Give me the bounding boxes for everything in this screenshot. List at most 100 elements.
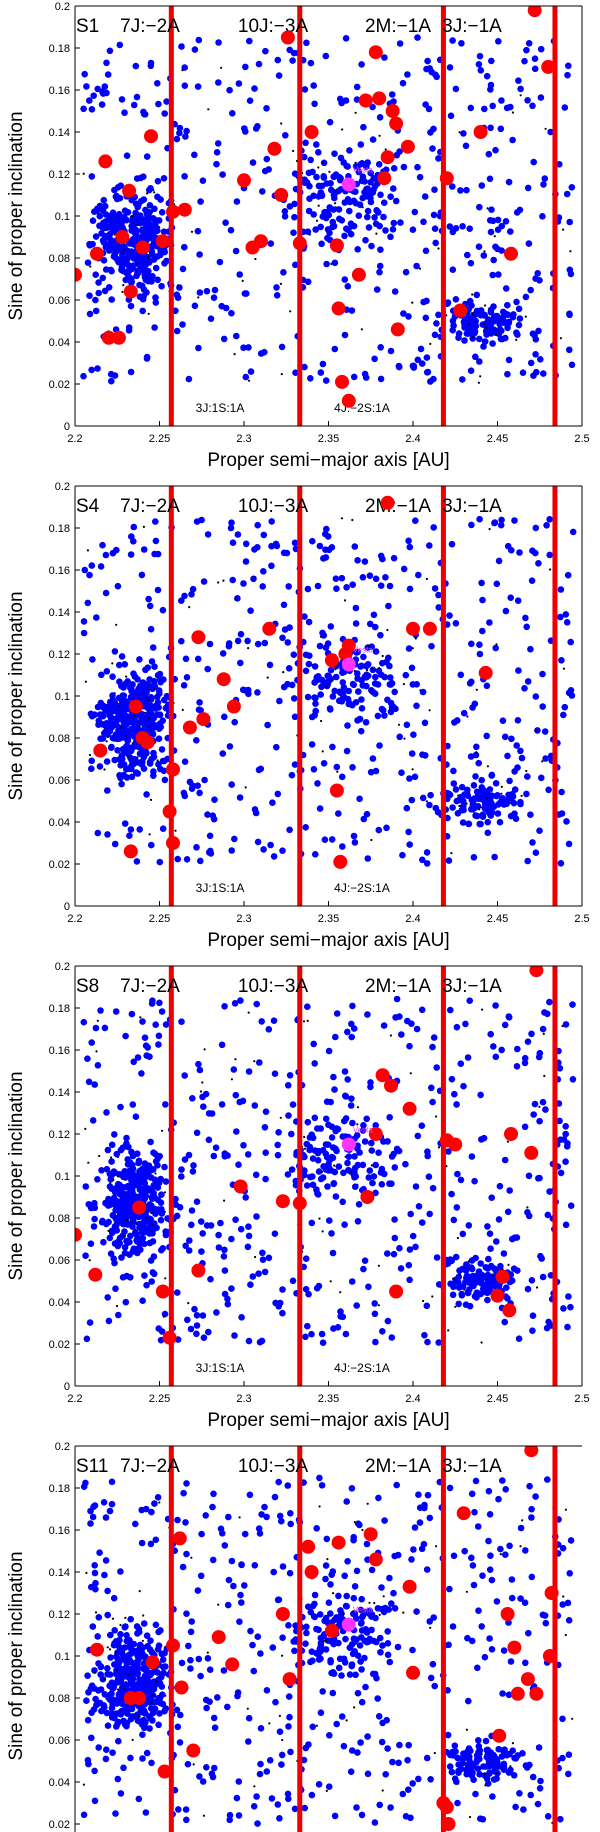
background-point: [156, 999, 163, 1007]
background-point: [556, 1117, 563, 1125]
background-point: [358, 1698, 366, 1706]
background-point: [322, 1646, 330, 1653]
background-point: [338, 574, 346, 582]
background-point: [462, 1020, 469, 1028]
background-point: [369, 755, 377, 762]
family-point: [275, 1607, 290, 1621]
background-point: [355, 1201, 363, 1208]
background-point: [358, 1634, 365, 1641]
background-point: [368, 1626, 375, 1634]
background-point: [565, 689, 573, 697]
background-point: [348, 1662, 356, 1670]
background-point: [159, 1656, 167, 1663]
family-point: [360, 1190, 375, 1204]
background-point: [145, 1684, 152, 1692]
background-point: [86, 292, 93, 300]
background-point: [118, 1700, 126, 1707]
background-point: [320, 760, 328, 767]
background-point: [285, 583, 293, 590]
background-point: [335, 1664, 343, 1672]
background-point-small: [163, 1191, 167, 1194]
family-point: [495, 1269, 510, 1284]
background-point: [317, 1125, 325, 1132]
background-point: [568, 184, 576, 191]
family-point: [262, 621, 277, 636]
background-point: [281, 208, 289, 215]
background-point: [152, 299, 160, 306]
background-point: [219, 750, 227, 757]
background-point: [118, 653, 126, 660]
background-point: [408, 1556, 415, 1563]
background-point: [397, 1265, 405, 1272]
background-point: [353, 1132, 361, 1139]
background-point: [452, 85, 460, 93]
background-point-small: [378, 1613, 381, 1616]
background-point-small: [485, 326, 488, 329]
background-point: [487, 1552, 494, 1559]
background-point: [343, 584, 350, 591]
background-point: [120, 1764, 127, 1772]
background-point-small: [342, 1612, 345, 1615]
background-point: [499, 717, 507, 724]
background-point: [141, 274, 149, 281]
background-point: [453, 1101, 460, 1108]
background-point: [145, 257, 153, 264]
background-point: [405, 1741, 413, 1749]
background-point: [363, 163, 370, 170]
background-point: [121, 1194, 129, 1201]
background-point: [301, 1171, 308, 1179]
background-point: [346, 147, 353, 154]
background-point: [354, 1749, 361, 1756]
background-point: [136, 281, 143, 289]
background-point: [123, 1722, 130, 1730]
background-point: [515, 667, 522, 674]
background-point: [560, 1305, 567, 1312]
background-point: [148, 755, 155, 763]
background-point: [124, 1239, 132, 1246]
background-point: [328, 1230, 335, 1237]
background-point: [104, 1611, 111, 1619]
background-point: [135, 1159, 142, 1167]
resonance-label: 2M:−1A: [365, 1456, 431, 1477]
background-point: [335, 1616, 343, 1624]
background-point: [304, 228, 312, 235]
background-point: [476, 335, 483, 343]
background-point: [361, 558, 369, 565]
background-point-small: [520, 794, 523, 797]
background-point: [387, 681, 395, 688]
background-point: [202, 1090, 210, 1098]
background-point: [89, 217, 97, 224]
background-point-small: [107, 1229, 110, 1232]
background-point-small: [559, 337, 563, 340]
background-point-small: [422, 1299, 425, 1303]
background-point: [149, 997, 156, 1004]
background-point: [473, 310, 480, 317]
background-point: [92, 1579, 99, 1587]
background-point: [266, 1757, 274, 1764]
background-point: [453, 1023, 461, 1031]
background-point-small: [279, 282, 282, 285]
background-point: [139, 1755, 146, 1762]
background-point: [514, 1267, 521, 1274]
background-point: [237, 630, 245, 638]
background-point-small: [481, 1008, 484, 1011]
background-point: [90, 1223, 98, 1230]
background-point: [362, 719, 370, 726]
background-point: [108, 296, 115, 303]
background-point: [194, 83, 202, 90]
background-point: [104, 831, 111, 838]
background-point: [487, 1283, 494, 1290]
background-point: [130, 1058, 137, 1066]
background-point: [151, 205, 158, 213]
background-point: [340, 1169, 347, 1177]
background-point: [378, 1584, 385, 1591]
background-point: [121, 820, 129, 827]
background-point: [413, 702, 420, 710]
background-point: [234, 595, 241, 602]
background-point-small: [103, 1678, 106, 1681]
background-point: [302, 1285, 310, 1293]
background-point-small: [333, 1164, 336, 1167]
background-point: [119, 745, 127, 753]
background-point-small: [136, 756, 139, 759]
background-point: [211, 796, 218, 803]
